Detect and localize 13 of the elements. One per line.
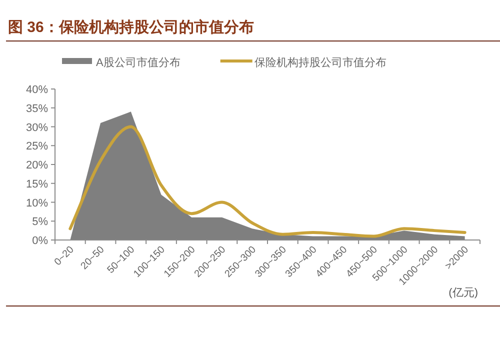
chart-title: 图 36：保险机构持股公司的市值分布 bbox=[8, 18, 254, 36]
y-tick-label: 40% bbox=[26, 84, 48, 96]
y-tick-label: 20% bbox=[26, 160, 48, 172]
y-tick-label: 15% bbox=[26, 178, 48, 190]
y-tick-label: 35% bbox=[26, 102, 48, 115]
legend-label: A股公司市值分布 bbox=[96, 56, 180, 69]
y-tick-label: 10% bbox=[26, 197, 48, 210]
y-tick-label: 5% bbox=[32, 216, 48, 228]
y-tick-label: 30% bbox=[26, 122, 48, 134]
y-tick-label: 25% bbox=[26, 140, 48, 153]
legend-label: 保险机构持股公司市值分布 bbox=[254, 56, 386, 69]
y-tick-label: 0% bbox=[32, 235, 48, 247]
x-axis-title: (亿元) bbox=[448, 287, 478, 299]
